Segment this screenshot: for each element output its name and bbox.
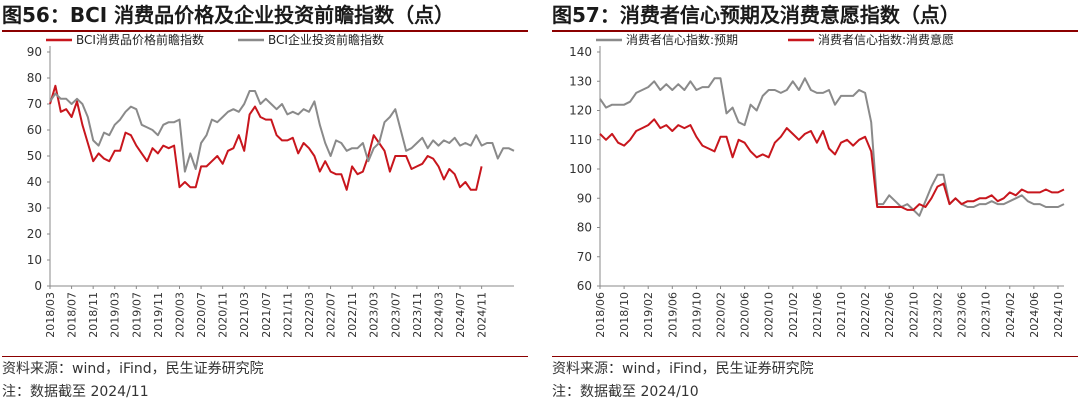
x-tick-label: 2018/06 [594, 292, 607, 338]
x-tick-label: 2020/03 [173, 292, 186, 338]
date-note: 注：数据截至 2024/10 [552, 384, 699, 400]
y-tick-label: 90 [577, 191, 592, 205]
x-tick-label: 2022/02 [859, 292, 872, 338]
y-tick-label: 10 [27, 253, 42, 267]
source-note: 资料来源：wind，iFind，民生证券研究院 [552, 356, 1078, 379]
legend-item: BCI消费品价格前瞻指数 [46, 32, 204, 47]
y-tick-label: 70 [577, 250, 592, 264]
x-tick-label: 2019/10 [690, 292, 703, 338]
x-tick-label: 2023/03 [368, 292, 381, 338]
x-tick-label: 2023/11 [411, 292, 424, 338]
series-line-2 [599, 118, 1065, 211]
x-tick-label: 2023/02 [931, 292, 944, 338]
x-tick-label: 2019/07 [130, 292, 143, 338]
y-tick-label: 50 [27, 149, 42, 163]
x-tick-label: 2024/02 [1004, 292, 1017, 338]
x-tick-label: 2019/03 [109, 292, 122, 338]
x-tick-label: 2024/11 [476, 292, 489, 338]
x-tick-label: 2022/06 [883, 292, 896, 338]
legend-label: BCI消费品价格前瞻指数 [76, 32, 204, 47]
y-tick-label: 110 [569, 133, 592, 147]
y-tick-label: 80 [27, 71, 42, 85]
x-tick-label: 2022/10 [907, 292, 920, 338]
x-tick-label: 2022/03 [303, 292, 316, 338]
y-tick-label: 100 [569, 162, 592, 176]
y-tick-label: 40 [27, 175, 42, 189]
series-line-1 [49, 84, 483, 191]
x-tick-label: 2021/03 [238, 292, 251, 338]
y-tick-label: 60 [577, 279, 592, 293]
figure-title: 图56：BCI 消费品价格及企业投资前瞻指数（点） [2, 0, 528, 32]
x-tick-label: 2023/07 [389, 292, 402, 338]
line-chart-bci: BCI消费品价格前瞻指数 BCI企业投资前瞻指数 0 10 20 30 40 50 60 70 80… [27, 32, 515, 338]
x-tick-label: 2020/11 [217, 292, 230, 338]
date-note: 注：数据截至 2024/11 [2, 384, 149, 400]
legend-label: BCI企业投资前瞻指数 [268, 32, 384, 47]
x-tick-label: 2022/11 [346, 292, 359, 338]
x-tick-label: 2021/02 [787, 292, 800, 338]
x-tick-label: 2020/10 [763, 292, 776, 338]
legend-label: 消费者信心指数:预期 [626, 32, 738, 47]
x-tick-label: 2019/06 [666, 292, 679, 338]
y-tick-label: 90 [27, 45, 42, 59]
x-tick-label: 2022/07 [325, 292, 338, 338]
x-tick-label: 2021/06 [811, 292, 824, 338]
chart-panel-right: 图57：消费者信心预期及消费意愿指数（点） 消费者信心指数:预期 消费者信心指数:… [552, 0, 1080, 408]
x-tick-label: 2020/02 [715, 292, 728, 338]
x-tick-label: 2023/06 [956, 292, 969, 338]
x-tick-label: 2024/06 [1028, 292, 1041, 338]
figure-title: 图57：消费者信心预期及消费意愿指数（点） [552, 0, 1078, 32]
y-tick-label: 70 [27, 97, 42, 111]
x-tick-label: 2024/03 [432, 292, 445, 338]
y-tick-label: 60 [27, 123, 42, 137]
series-line-2 [49, 90, 515, 173]
x-tick-label: 2018/11 [87, 292, 100, 338]
y-tick-label: 20 [27, 227, 42, 241]
y-tick-label: 130 [569, 74, 592, 88]
x-tick-label: 2018/03 [44, 292, 57, 338]
line-chart-consumer-confidence: 消费者信心指数:预期 消费者信心指数:消费意愿 60 70 80 90 100 110 120 1… [569, 32, 1065, 338]
x-tick-label: 2021/11 [281, 292, 294, 338]
x-tick-label: 2021/07 [260, 292, 273, 338]
x-tick-label: 2021/10 [835, 292, 848, 338]
x-tick-label: 2018/07 [66, 292, 79, 338]
x-tick-label: 2024/10 [1052, 292, 1065, 338]
y-tick-label: 80 [577, 221, 592, 235]
y-tick-label: 120 [569, 104, 592, 118]
legend-item: BCI企业投资前瞻指数 [238, 32, 384, 47]
y-tick-label: 30 [27, 201, 42, 215]
y-tick-label: 140 [569, 45, 592, 59]
series-line-1 [599, 77, 1065, 217]
y-tick-label: 0 [34, 279, 42, 293]
legend-item: 消费者信心指数:预期 [596, 32, 738, 47]
x-tick-label: 2020/07 [195, 292, 208, 338]
x-tick-label: 2020/06 [739, 292, 752, 338]
x-tick-label: 2019/11 [152, 292, 165, 338]
x-tick-label: 2023/10 [980, 292, 993, 338]
x-tick-label: 2019/02 [642, 292, 655, 338]
source-note: 资料来源：wind，iFind，民生证券研究院 [2, 356, 528, 379]
x-tick-label: 2024/07 [454, 292, 467, 338]
chart-panel-left: 图56：BCI 消费品价格及企业投资前瞻指数（点） BCI消费品价格前瞻指数 BC… [2, 0, 530, 408]
legend-label: 消费者信心指数:消费意愿 [818, 32, 954, 47]
legend-item: 消费者信心指数:消费意愿 [788, 32, 954, 47]
x-tick-label: 2018/10 [618, 292, 631, 338]
